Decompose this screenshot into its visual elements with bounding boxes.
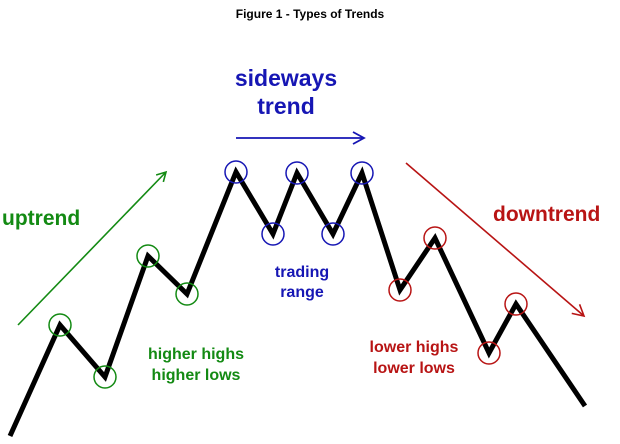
pivot-circle bbox=[48, 313, 72, 337]
pivot-circle bbox=[261, 222, 285, 246]
pivot-circle bbox=[504, 292, 528, 316]
downtrend-label: downtrend bbox=[493, 203, 600, 226]
pivot-circle bbox=[224, 160, 248, 184]
lower-highs-label: lower highs bbox=[370, 339, 459, 356]
pivot-circle bbox=[93, 365, 117, 389]
higher-lows-label: higher lows bbox=[152, 367, 241, 384]
lower-lows-label: lower lows bbox=[373, 360, 455, 377]
downtrend-pivots bbox=[388, 226, 528, 365]
trading-range-label-line2: range bbox=[280, 284, 324, 301]
uptrend-arrow bbox=[17, 170, 168, 326]
sideways-label-line2: trend bbox=[257, 93, 315, 119]
pivot-circle bbox=[423, 226, 447, 250]
pivot-circle bbox=[136, 244, 160, 268]
price-line bbox=[7, 166, 588, 438]
pivot-circle bbox=[175, 282, 199, 306]
pivot-circle bbox=[350, 161, 374, 185]
pivot-circle bbox=[477, 341, 501, 365]
trading-range-label-line1: trading bbox=[275, 264, 329, 281]
sideways-label-line1: sideways bbox=[235, 65, 337, 91]
figure-title: Figure 1 - Types of Trends bbox=[236, 7, 385, 21]
pivot-circle bbox=[285, 161, 309, 185]
sideways-pivots bbox=[224, 160, 374, 246]
higher-highs-label: higher highs bbox=[148, 346, 244, 363]
pivot-circle bbox=[321, 222, 345, 246]
downtrend-arrow bbox=[405, 162, 586, 318]
pivot-circle bbox=[388, 278, 412, 302]
uptrend-label: uptrend bbox=[2, 207, 80, 230]
uptrend-pivots bbox=[48, 244, 199, 389]
